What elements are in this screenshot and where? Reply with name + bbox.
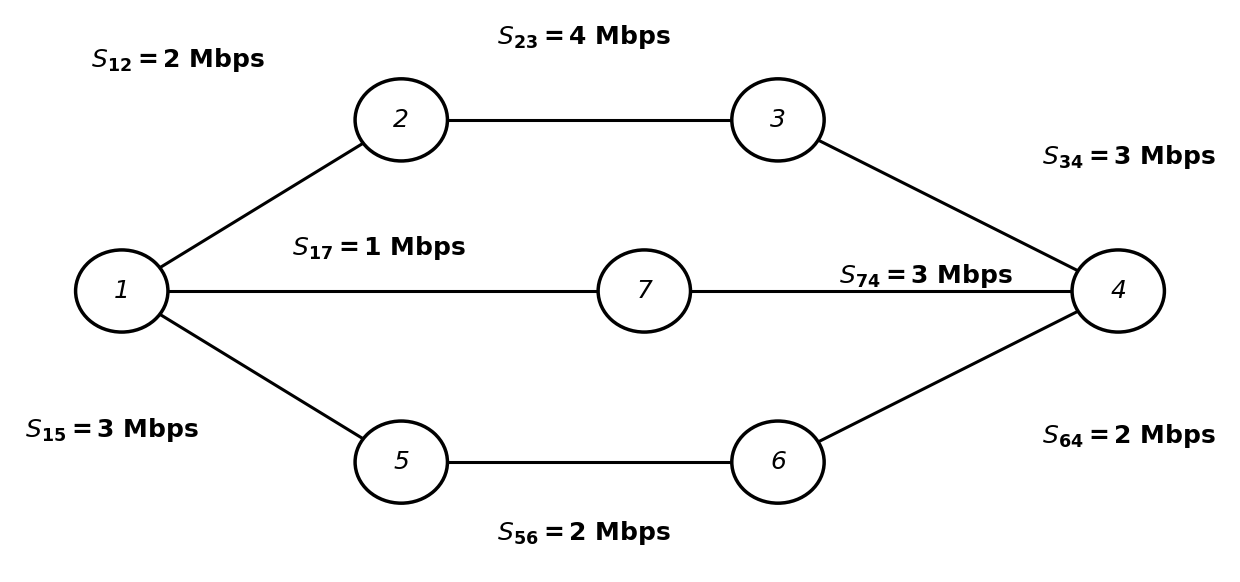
Text: 2: 2: [393, 108, 409, 132]
Text: $\mathbf{\it{S}}_{\mathbf{15}}\mathbf{= 3\ Mbps}$: $\mathbf{\it{S}}_{\mathbf{15}}\mathbf{= …: [25, 417, 198, 445]
Ellipse shape: [598, 250, 691, 332]
Text: 4: 4: [1110, 279, 1126, 303]
Ellipse shape: [355, 79, 448, 161]
Text: $\mathbf{\it{S}}_{\mathbf{34}}\mathbf{= 3\ Mbps}$: $\mathbf{\it{S}}_{\mathbf{34}}\mathbf{= …: [1042, 143, 1215, 171]
Text: $\mathbf{\it{S}}_{\mathbf{23}}\mathbf{= 4\ Mbps}$: $\mathbf{\it{S}}_{\mathbf{23}}\mathbf{= …: [497, 23, 671, 51]
Ellipse shape: [355, 421, 448, 503]
Text: 6: 6: [770, 450, 786, 474]
Ellipse shape: [732, 421, 825, 503]
Text: $\mathbf{\it{S}}_{\mathbf{56}}\mathbf{= 2\ Mbps}$: $\mathbf{\it{S}}_{\mathbf{56}}\mathbf{= …: [497, 519, 671, 547]
Text: $\mathbf{\it{S}}_{\mathbf{64}}\mathbf{= 2\ Mbps}$: $\mathbf{\it{S}}_{\mathbf{64}}\mathbf{= …: [1042, 422, 1215, 450]
Text: 5: 5: [393, 450, 409, 474]
Text: 7: 7: [636, 279, 652, 303]
Text: 3: 3: [770, 108, 786, 132]
Ellipse shape: [76, 250, 167, 332]
Ellipse shape: [732, 79, 825, 161]
Text: $\mathbf{\it{S}}_{\mathbf{12}}\mathbf{= 2\ Mbps}$: $\mathbf{\it{S}}_{\mathbf{12}}\mathbf{= …: [92, 46, 265, 74]
Text: $\mathbf{\it{S}}_{\mathbf{17}}\mathbf{= 1\ Mbps}$: $\mathbf{\it{S}}_{\mathbf{17}}\mathbf{= …: [291, 234, 465, 262]
Text: $\mathbf{\it{S}}_{\mathbf{74}}\mathbf{= 3\ Mbps}$: $\mathbf{\it{S}}_{\mathbf{74}}\mathbf{= …: [838, 262, 1012, 290]
Text: 1: 1: [114, 279, 130, 303]
Ellipse shape: [1073, 250, 1164, 332]
